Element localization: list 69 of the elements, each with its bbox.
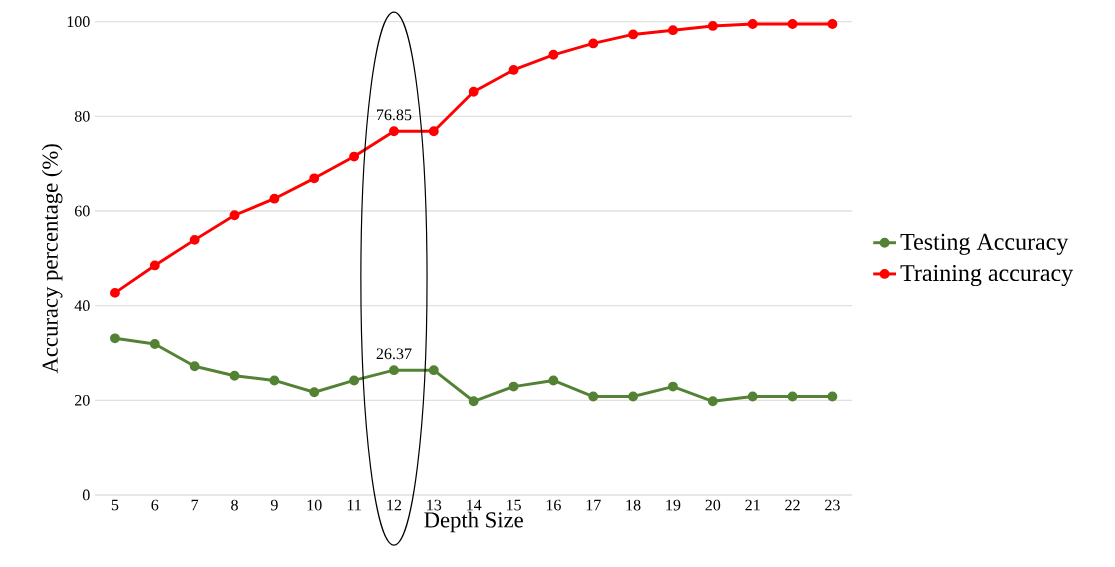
annotation: 76.85 [377, 109, 412, 121]
annotation: 26.37 [376, 348, 412, 360]
x-tick-label: 17 [586, 499, 601, 511]
point [588, 391, 599, 402]
x-tick-label: 23 [825, 499, 840, 511]
point [149, 339, 160, 349]
point [668, 25, 678, 36]
point [508, 381, 519, 392]
point [389, 365, 399, 376]
point [428, 126, 439, 137]
point [628, 391, 639, 402]
point [229, 370, 240, 381]
x-tick-label: 21 [745, 499, 760, 511]
point [389, 126, 399, 137]
point [269, 375, 280, 386]
point [309, 387, 320, 398]
legend-label: Training accuracy [900, 264, 1074, 287]
legend-label: Testing Accuracy [900, 233, 1069, 255]
point [707, 20, 718, 31]
x-tick-label: 11 [347, 499, 361, 511]
point [189, 234, 200, 245]
x-tick-label: 9 [270, 499, 278, 511]
x-tick-label: 20 [705, 499, 721, 511]
point [707, 396, 718, 407]
point [309, 173, 320, 184]
point [110, 333, 120, 344]
x-tick-label: 12 [387, 499, 402, 511]
point [149, 260, 160, 271]
point [628, 29, 639, 40]
y-tick-label: 80 [74, 110, 90, 122]
x-tick-label: 6 [151, 499, 159, 511]
point [548, 375, 559, 386]
x-tick-label: 14 [467, 499, 482, 511]
x-tick-label: 15 [506, 499, 521, 511]
point [787, 19, 798, 29]
y-axis-title: Accuracy percentage (%) [41, 144, 63, 374]
point [747, 19, 758, 29]
y-tick-label: 100 [67, 16, 90, 28]
point [827, 19, 838, 29]
y-tick-label: 40 [74, 300, 90, 312]
y-tick-label: 0 [82, 489, 90, 501]
x-tick-label: 16 [546, 499, 561, 511]
point [588, 38, 599, 49]
point [189, 361, 200, 372]
point [468, 396, 479, 407]
x-tick-label: 8 [231, 499, 238, 511]
point [787, 391, 798, 402]
point [747, 391, 758, 402]
point [548, 49, 559, 60]
point [468, 86, 479, 97]
y-tick-label: 60 [74, 205, 90, 217]
point [827, 391, 838, 402]
x-tick-label: 13 [427, 499, 442, 511]
x-tick-label: 19 [666, 499, 681, 511]
point [508, 65, 519, 75]
x-tick-label: 10 [307, 499, 322, 511]
point [428, 365, 439, 376]
point [229, 210, 240, 221]
x-tick-label: 5 [111, 499, 119, 511]
point [110, 287, 120, 298]
y-tick-label: 20 [75, 394, 90, 406]
point [668, 381, 678, 392]
x-tick-label: 7 [191, 499, 199, 511]
point [349, 375, 360, 386]
x-tick-label: 18 [626, 499, 641, 511]
point [269, 193, 280, 204]
x-axis-title: Depth Size [424, 511, 523, 533]
x-tick-label: 22 [785, 499, 800, 511]
point [349, 151, 360, 162]
